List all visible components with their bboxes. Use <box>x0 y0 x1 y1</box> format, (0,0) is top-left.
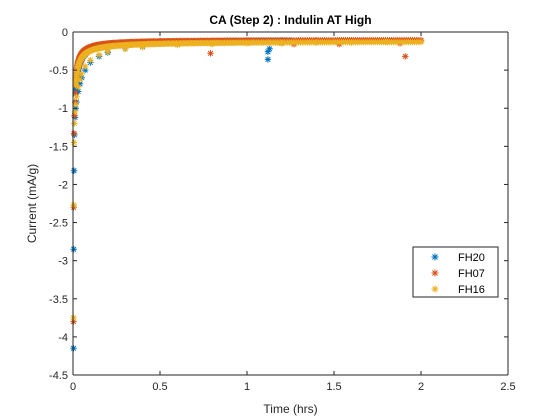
data-point <box>82 63 88 69</box>
data-point <box>313 40 319 46</box>
data-point <box>75 84 81 90</box>
data-point <box>207 50 213 56</box>
data-point <box>266 46 272 52</box>
x-tick-label: 0 <box>70 381 76 393</box>
data-point <box>265 56 271 62</box>
data-point <box>73 101 79 107</box>
data-point <box>348 40 354 46</box>
data-point <box>71 246 77 252</box>
y-tick-label: -3.5 <box>49 294 68 306</box>
y-tick-label: 0 <box>62 27 68 39</box>
data-point <box>139 44 145 50</box>
data-point <box>77 76 83 82</box>
x-tick-label: 1 <box>244 381 250 393</box>
y-tick-label: -4 <box>58 332 68 344</box>
y-tick-label: -1 <box>58 103 68 115</box>
legend-marker <box>432 286 439 293</box>
x-tick-label: 2 <box>418 381 424 393</box>
plot-area <box>73 32 508 375</box>
data-point <box>279 40 285 46</box>
data-point <box>174 42 180 48</box>
legend-label: FH16 <box>458 284 485 296</box>
data-point <box>73 94 79 100</box>
y-tick-label: -2 <box>58 179 68 191</box>
data-point <box>209 41 215 47</box>
data-point <box>418 39 424 45</box>
data-point <box>383 39 389 45</box>
y-axis-label: Current (mA/g) <box>25 164 39 243</box>
x-tick-label: 1.5 <box>326 381 341 393</box>
data-point <box>71 168 77 174</box>
chart-title: CA (Step 2) : Indulin AT High <box>209 13 371 27</box>
data-point <box>71 202 77 208</box>
x-tick-label: 0.5 <box>152 381 167 393</box>
y-tick-label: -0.5 <box>49 65 68 77</box>
x-axis-label: Time (hrs) <box>263 402 317 416</box>
data-point <box>79 71 85 77</box>
legend-marker <box>432 254 439 261</box>
legend-label: FH20 <box>458 252 485 264</box>
data-point <box>71 130 77 136</box>
data-point <box>96 52 102 58</box>
y-tick-label: -2.5 <box>49 218 68 230</box>
legend-box <box>413 247 498 297</box>
legend-marker <box>432 270 439 277</box>
data-point <box>122 46 128 52</box>
legend: FH20 FH07 FH16 <box>413 247 498 297</box>
legend-label: FH07 <box>458 268 485 280</box>
data-point <box>244 40 250 46</box>
data-point <box>402 53 408 59</box>
data-point <box>71 139 77 145</box>
y-tick-label: -4.5 <box>49 370 68 382</box>
y-tick-label: -1.5 <box>49 141 68 153</box>
data-point <box>87 57 93 63</box>
x-tick-label: 2.5 <box>500 381 515 393</box>
y-tick-label: -3 <box>58 256 68 268</box>
data-point <box>105 49 111 55</box>
data-point <box>71 120 77 126</box>
